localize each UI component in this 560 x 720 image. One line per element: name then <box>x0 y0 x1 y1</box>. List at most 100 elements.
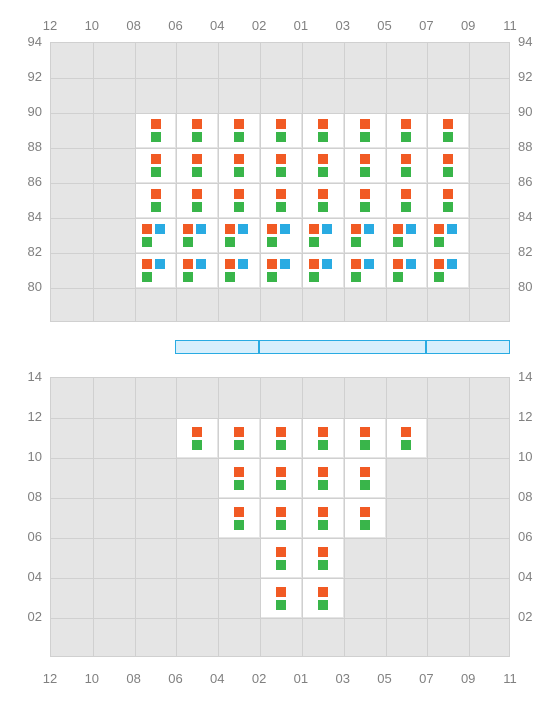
grid-cell[interactable] <box>219 184 259 217</box>
gridline-vertical <box>427 378 428 656</box>
marker-orange <box>401 189 411 199</box>
x-axis-label-top: 03 <box>331 18 355 33</box>
marker-green <box>234 132 244 142</box>
grid-cell[interactable] <box>261 579 301 617</box>
grid-cell[interactable] <box>219 219 259 252</box>
grid-cell[interactable] <box>219 254 259 287</box>
grid-cell[interactable] <box>345 459 385 497</box>
grid-cell[interactable] <box>345 184 385 217</box>
marker-orange <box>360 154 370 164</box>
marker-green <box>192 440 202 450</box>
marker-orange <box>192 189 202 199</box>
marker-green <box>276 480 286 490</box>
grid-cell[interactable] <box>261 184 301 217</box>
grid-cell[interactable] <box>177 419 217 457</box>
y-axis-label-left: 86 <box>18 174 42 189</box>
grid-cell[interactable] <box>261 149 301 182</box>
marker-green <box>183 237 193 247</box>
grid-cell[interactable] <box>303 459 343 497</box>
marker-orange <box>183 259 193 269</box>
marker-row <box>434 224 457 234</box>
grid-cell[interactable] <box>177 184 217 217</box>
marker-green <box>225 272 235 282</box>
grid-cell[interactable] <box>303 219 343 252</box>
x-axis-label-bottom: 02 <box>247 671 271 686</box>
marker-row <box>351 224 374 234</box>
grid-cell[interactable] <box>219 114 259 147</box>
grid-cell[interactable] <box>177 149 217 182</box>
marker-blue <box>280 224 290 234</box>
y-axis-label-left: 12 <box>18 409 42 424</box>
grid-cell[interactable] <box>177 254 217 287</box>
grid-cell[interactable] <box>345 114 385 147</box>
grid-cell[interactable] <box>261 419 301 457</box>
grid-cell[interactable] <box>177 219 217 252</box>
grid-cell[interactable] <box>387 419 427 457</box>
marker-orange <box>351 259 361 269</box>
marker-blue <box>196 224 206 234</box>
grid-cell[interactable] <box>261 219 301 252</box>
grid-cell[interactable] <box>177 114 217 147</box>
grid-cell[interactable] <box>261 459 301 497</box>
grid-cell[interactable] <box>345 499 385 537</box>
marker-row <box>393 259 416 269</box>
grid-cell[interactable] <box>136 114 176 147</box>
marker-green <box>318 440 328 450</box>
x-axis-label-bottom: 06 <box>163 671 187 686</box>
x-axis-label-bottom: 09 <box>456 671 480 686</box>
grid-cell[interactable] <box>387 219 427 252</box>
grid-cell[interactable] <box>219 419 259 457</box>
grid-cell[interactable] <box>345 419 385 457</box>
y-axis-label-right: 88 <box>518 139 542 154</box>
grid-cell[interactable] <box>387 184 427 217</box>
grid-cell[interactable] <box>219 499 259 537</box>
grid-cell[interactable] <box>219 459 259 497</box>
y-axis-label-left: 82 <box>18 244 42 259</box>
marker-orange <box>360 507 370 517</box>
x-axis-label-top: 11 <box>498 18 522 33</box>
marker-orange <box>318 427 328 437</box>
grid-cell[interactable] <box>303 419 343 457</box>
gridline-horizontal <box>51 618 509 619</box>
bottom-grid-panel <box>50 377 510 657</box>
grid-cell[interactable] <box>261 499 301 537</box>
grid-cell[interactable] <box>345 219 385 252</box>
marker-orange <box>276 189 286 199</box>
grid-cell[interactable] <box>303 254 343 287</box>
grid-cell[interactable] <box>261 254 301 287</box>
marker-green <box>318 480 328 490</box>
grid-cell[interactable] <box>303 539 343 577</box>
grid-cell[interactable] <box>303 114 343 147</box>
grid-cell[interactable] <box>345 254 385 287</box>
grid-cell[interactable] <box>136 219 176 252</box>
grid-cell[interactable] <box>303 499 343 537</box>
marker-green <box>318 202 328 212</box>
x-axis-label-top: 01 <box>289 18 313 33</box>
marker-green <box>360 440 370 450</box>
marker-green <box>234 480 244 490</box>
marker-row <box>309 224 332 234</box>
marker-orange <box>267 224 277 234</box>
grid-cell[interactable] <box>261 114 301 147</box>
grid-cell[interactable] <box>303 149 343 182</box>
grid-cell[interactable] <box>303 184 343 217</box>
grid-cell[interactable] <box>428 114 468 147</box>
grid-cell[interactable] <box>428 254 468 287</box>
grid-cell[interactable] <box>387 254 427 287</box>
marker-orange <box>276 547 286 557</box>
grid-cell[interactable] <box>428 149 468 182</box>
grid-cell[interactable] <box>387 114 427 147</box>
divider-bar-segment <box>175 340 259 354</box>
grid-cell[interactable] <box>303 579 343 617</box>
grid-cell[interactable] <box>261 539 301 577</box>
grid-cell[interactable] <box>136 184 176 217</box>
grid-cell[interactable] <box>387 149 427 182</box>
grid-cell[interactable] <box>219 149 259 182</box>
x-axis-label-bottom: 10 <box>80 671 104 686</box>
marker-orange <box>443 189 453 199</box>
grid-cell[interactable] <box>136 254 176 287</box>
grid-cell[interactable] <box>345 149 385 182</box>
grid-cell[interactable] <box>428 184 468 217</box>
grid-cell[interactable] <box>428 219 468 252</box>
grid-cell[interactable] <box>136 149 176 182</box>
